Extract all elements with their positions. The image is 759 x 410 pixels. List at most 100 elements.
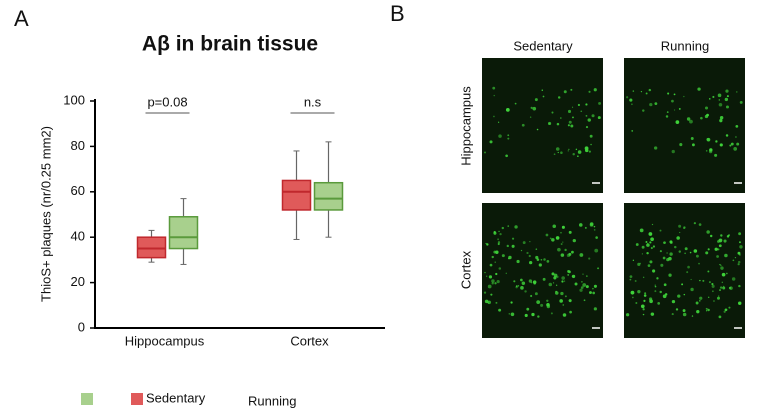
plaque <box>629 278 632 281</box>
plaque <box>637 290 641 294</box>
plaque <box>528 254 531 258</box>
plaque <box>649 297 653 301</box>
plaque <box>585 103 588 106</box>
plaque <box>719 263 721 266</box>
y-tick-label: 20 <box>71 274 85 289</box>
plaque <box>591 114 595 118</box>
plaque <box>737 263 740 266</box>
plaque <box>719 116 724 120</box>
plaque <box>674 245 677 249</box>
plaque <box>689 119 693 124</box>
plaque <box>732 259 735 262</box>
plaque <box>673 109 676 111</box>
plaque <box>666 111 669 113</box>
plaque <box>588 150 591 153</box>
plaque <box>560 243 563 245</box>
plaque <box>707 308 710 312</box>
plaque <box>489 140 493 144</box>
plaque <box>671 149 675 154</box>
plaque <box>541 89 544 92</box>
plaque <box>580 286 584 289</box>
plaque <box>535 248 538 250</box>
plaque <box>551 111 554 114</box>
plaque <box>693 222 696 225</box>
plaque <box>697 87 701 91</box>
plaque <box>711 284 715 288</box>
plaque <box>683 293 686 296</box>
plaque <box>699 279 701 282</box>
plaque <box>693 249 698 253</box>
plaque <box>718 244 722 248</box>
plaque <box>570 88 573 91</box>
plaque <box>555 147 560 151</box>
plaque <box>494 282 497 285</box>
plaque <box>712 95 715 98</box>
plaque <box>690 278 692 281</box>
plaque <box>511 244 515 248</box>
plaque <box>505 107 510 112</box>
plaque <box>594 248 599 253</box>
plaque <box>483 291 487 294</box>
plaque <box>669 252 673 256</box>
plaque <box>719 143 723 147</box>
plaque <box>700 116 703 120</box>
plaque <box>505 272 508 275</box>
plaque <box>719 289 721 291</box>
plaque <box>675 120 680 124</box>
plaque <box>651 223 654 226</box>
plaque <box>714 153 718 157</box>
plaque <box>520 278 523 282</box>
plaque <box>588 257 591 260</box>
plaque <box>542 277 546 281</box>
plaque <box>629 275 633 278</box>
plaque <box>725 105 729 109</box>
plaque <box>536 258 540 261</box>
plaque <box>737 251 741 255</box>
plaque <box>506 244 509 248</box>
plaque <box>678 224 682 228</box>
plaque <box>593 229 596 231</box>
plaque <box>717 93 722 98</box>
plaque <box>562 241 564 243</box>
plaque <box>706 113 709 117</box>
plaque <box>505 154 508 158</box>
plaque <box>665 115 669 118</box>
plaque <box>498 267 502 270</box>
plaque <box>632 90 635 92</box>
plaque <box>643 299 646 302</box>
plaque <box>646 243 650 247</box>
plaque <box>551 272 555 276</box>
plaque <box>739 241 741 244</box>
plaque <box>507 134 510 137</box>
plaque <box>705 307 708 310</box>
plaque <box>553 276 557 280</box>
plaque <box>535 255 539 260</box>
plaque <box>712 290 714 293</box>
plaque <box>577 155 579 158</box>
plaque <box>570 124 574 128</box>
plaque <box>630 290 635 295</box>
plaque <box>569 310 572 314</box>
plaque <box>567 269 571 273</box>
plaque <box>739 100 743 104</box>
plaque <box>648 88 652 92</box>
plaque <box>650 247 653 250</box>
chart-title: Aβ in brain tissue <box>142 33 318 56</box>
box <box>136 236 167 259</box>
plaque <box>696 309 700 314</box>
plaque <box>552 224 557 229</box>
plaque <box>511 237 515 240</box>
plaque <box>666 252 668 254</box>
plaque <box>495 301 498 304</box>
plaque <box>718 99 720 101</box>
plaque <box>484 151 486 154</box>
plaque <box>572 152 575 156</box>
plaque <box>497 242 500 246</box>
plaque <box>520 285 524 290</box>
plaque <box>553 153 556 156</box>
plaque <box>528 279 533 283</box>
plaque <box>517 285 520 287</box>
plaque <box>546 260 550 263</box>
plaque <box>669 240 673 244</box>
plaque <box>639 262 642 265</box>
